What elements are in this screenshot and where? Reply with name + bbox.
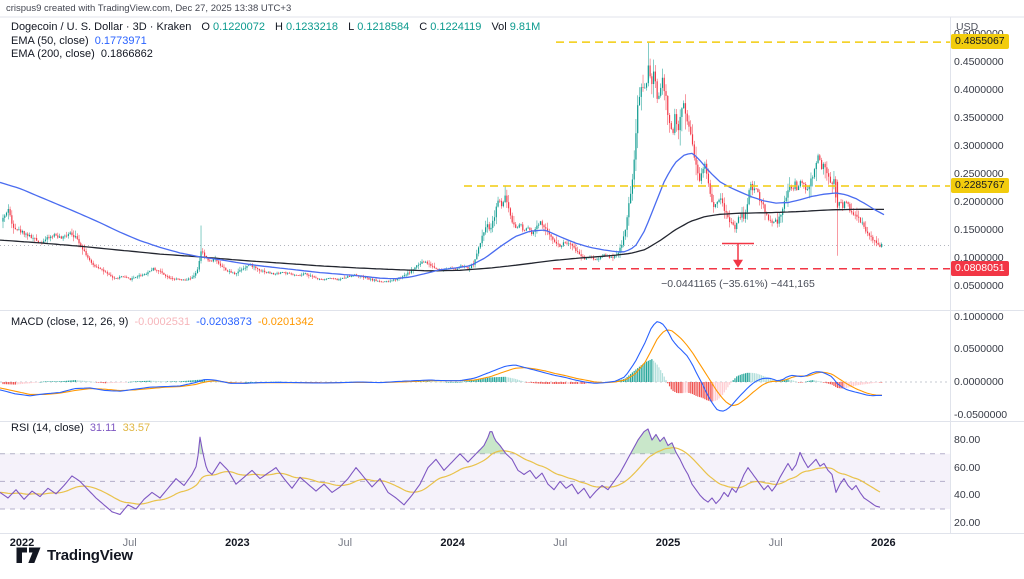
macd-line-value: -0.0203873	[196, 316, 252, 328]
ohlc-high-label: H	[275, 21, 283, 33]
rsi-value: 31.11	[89, 422, 117, 434]
time-tick-year: 2023	[225, 537, 250, 549]
time-tick-year: 2026	[871, 537, 896, 549]
ohlc-close-label: C	[419, 21, 428, 33]
macd-label: MACD (close, 12, 26, 9)	[11, 316, 129, 328]
time-tick-month: Jul	[553, 537, 568, 549]
measure-arrow[interactable]	[722, 242, 754, 268]
volume-value: 9.81M	[509, 21, 541, 33]
time-tick-month: Jul	[337, 537, 353, 549]
price-levels	[464, 41, 950, 270]
axis-tick-label: 20.00	[954, 516, 981, 529]
rsi-plot	[0, 428, 881, 516]
axis-tick-label: 40.00	[954, 489, 981, 502]
macd-lines	[0, 321, 882, 412]
tradingview-watermark[interactable]: TradingView	[16, 547, 133, 564]
time-tick-month: Jul	[122, 537, 137, 549]
time-tick-year: 2024	[440, 537, 465, 549]
ema200-value: 0.1866862	[100, 48, 153, 60]
rsi-ma-value: 33.57	[122, 422, 151, 434]
macd-histogram	[2, 359, 883, 402]
ohlc-open-value: 0.1220072	[212, 21, 265, 33]
axis-tick-label: 0.2500000	[954, 168, 1004, 180]
axis-tick-label: 0.0500000	[954, 280, 1004, 292]
ohlc-high-value: 0.1233218	[286, 21, 338, 33]
tradingview-logo-icon	[16, 547, 41, 563]
axis-tick-label: 0.2000000	[954, 196, 1004, 208]
macd-legend-row[interactable]: MACD (close, 12, 26, 9) -0.0002531 -0.02…	[11, 316, 314, 328]
axis-tick-label: 0.1000000	[954, 310, 1004, 323]
ohlc-open-label: O	[201, 21, 210, 33]
rsi-legend-row[interactable]: RSI (14, close) 31.11 33.57	[11, 422, 150, 434]
ema-lines	[0, 152, 885, 280]
symbol-title: Dogecoin / U. S. Dollar · 3D · Kraken	[11, 21, 192, 33]
price-level-badge-high: 0.4855067	[951, 34, 1009, 50]
attribution-bar: crispus9 created with TradingView.com, D…	[6, 3, 292, 14]
time-tick-year: 2025	[655, 537, 681, 549]
ema200-legend-row[interactable]: EMA (200, close) 0.1866862	[11, 48, 153, 60]
axis-tick-label: 60.00	[954, 461, 981, 474]
time-tick-month: Jul	[768, 537, 783, 549]
rsi-label: RSI (14, close)	[11, 422, 84, 434]
price-axis-currency-label: USD	[956, 21, 979, 33]
axis-tick-label: 0.1500000	[954, 224, 1004, 236]
ema50-value: 0.1773971	[94, 35, 147, 47]
ohlc-close-value: 0.1224119	[430, 21, 482, 33]
price-level-badge-mid: 0.2285767	[951, 177, 1009, 193]
axis-tick-label: 0.4500000	[954, 56, 1004, 68]
time-tick-year: 2022	[9, 537, 35, 549]
ohlc-low-label: L	[348, 21, 355, 33]
axis-tick-label: 80.00	[954, 434, 981, 446]
volume-label: Vol	[491, 21, 507, 33]
price-level-badge-low: 0.0808051	[951, 260, 1009, 276]
pane-separators	[0, 16, 1024, 534]
axis-tick-label: 0.3000000	[954, 140, 1004, 152]
axis-tick-label: 0.3500000	[954, 112, 1004, 124]
axis-tick-label: 0.0000000	[954, 376, 1004, 388]
measure-annotation: −0.0441165 (−35.61%) −441,165	[661, 277, 815, 290]
ema50-legend-row[interactable]: EMA (50, close) 0.1773971	[11, 35, 147, 47]
ema50-label: EMA (50, close)	[11, 35, 89, 47]
ohlc-low-value: 0.1218584	[357, 21, 410, 33]
tradingview-watermark-text: TradingView	[47, 547, 133, 564]
macd-signal-value: -0.0201342	[257, 316, 314, 328]
axis-tick-label: -0.0500000	[954, 408, 1008, 421]
ema200-label: EMA (200, close)	[11, 48, 95, 60]
macd-hist-value: -0.0002531	[134, 316, 191, 328]
axis-tick-label: 0.4000000	[954, 84, 1004, 96]
axis-tick-label: 0.0500000	[954, 343, 1004, 356]
candlestick-series[interactable]	[2, 42, 883, 283]
